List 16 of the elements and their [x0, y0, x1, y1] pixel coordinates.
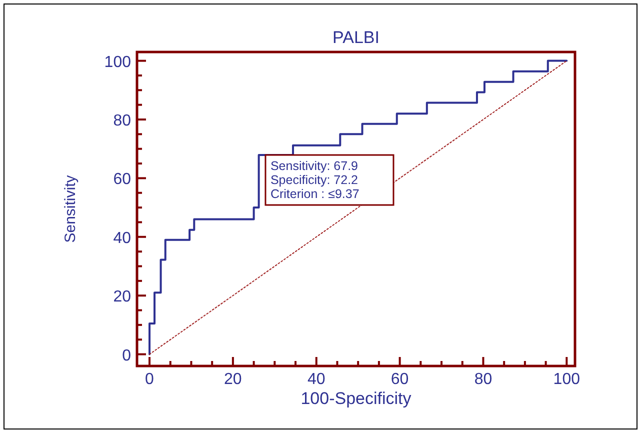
y-tick-label: 100	[104, 54, 132, 71]
y-tick-label: 0	[122, 347, 132, 364]
y-tick-label: 20	[113, 288, 132, 306]
y-axis-title: Sensitivity	[62, 174, 79, 243]
y-tick-label: 40	[113, 230, 132, 247]
x-tick-label: 0	[145, 371, 154, 388]
y-tick-label: 60	[113, 171, 132, 188]
x-axis-title: 100-Specificity	[300, 389, 412, 408]
x-tick-label: 60	[390, 371, 409, 388]
x-tick-label: 40	[307, 371, 326, 388]
y-tick-label: 80	[113, 112, 132, 130]
x-tick-label: 20	[224, 371, 242, 388]
chart-title: PALBI	[332, 28, 380, 47]
annotation: Sensitivity: 67.9 Specificity: 72.2 Criterion : ≤9.37	[270, 159, 360, 202]
x-tick-label: 100	[553, 371, 580, 388]
x-tick-label: 80	[474, 371, 492, 388]
